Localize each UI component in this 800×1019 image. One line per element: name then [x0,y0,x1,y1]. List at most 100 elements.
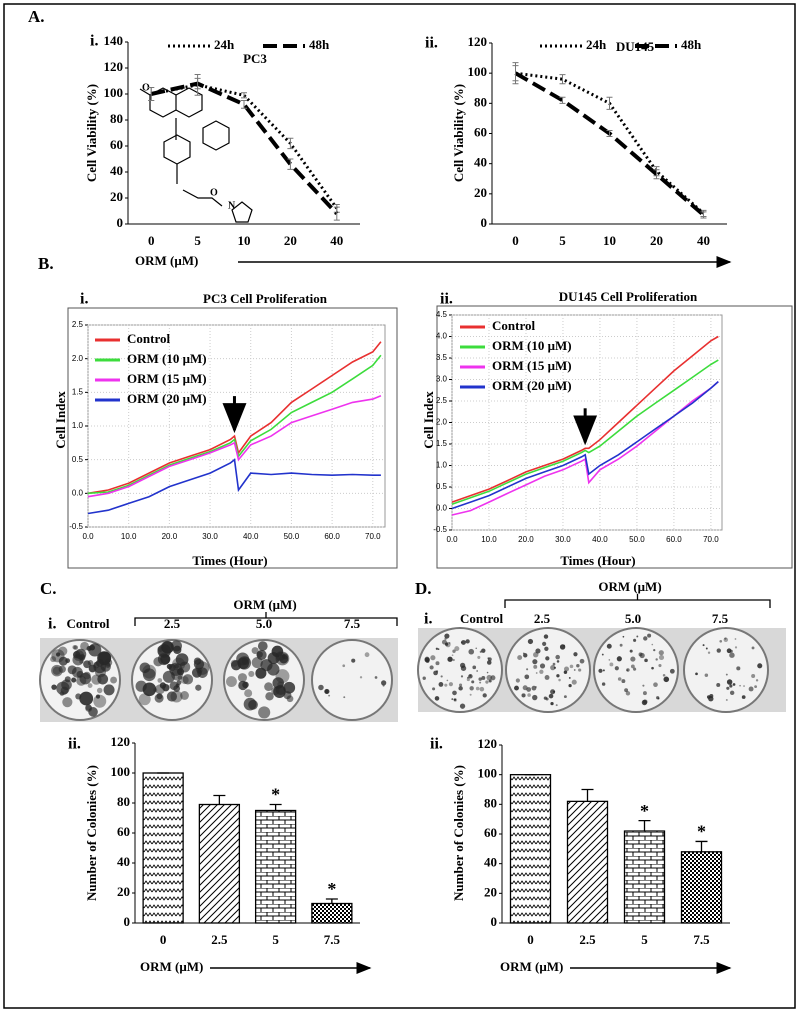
colony [486,671,489,674]
colony [51,664,63,677]
colony [532,659,538,665]
colony [73,645,79,650]
y-tick-label: 60 [110,137,123,152]
colony [729,652,735,658]
colony [543,696,548,700]
colony-panel: D. i. ORM (μM) Control 2.5 5.0 7.5 [415,579,786,713]
error-bar [241,92,247,99]
legend-label: ORM (20 μM) [127,391,207,406]
colony [255,667,267,679]
colony [444,633,450,639]
colony [725,698,728,701]
x-tick-label: 10 [238,233,251,248]
legend-label: ORM (10 μM) [127,351,207,366]
y-tick-label: 80 [117,794,130,809]
colony [174,663,180,669]
colony [67,665,77,675]
series-line [451,380,719,510]
colony [523,653,528,658]
x-tick-label: 0 [148,233,155,248]
colony [156,693,163,700]
colony [461,640,466,645]
bar [623,830,666,924]
x-tick-label: 0 [512,233,519,248]
y-tick-label: 60 [474,124,487,139]
colony [435,670,439,673]
colony [571,679,577,685]
colony [556,660,560,663]
y-tick-label: 40 [110,163,123,178]
x-axis-label: ORM (μM) [135,253,198,268]
colony [465,639,470,644]
colony [729,684,733,688]
colony [264,682,273,692]
x-tick-label: 30.0 [202,532,218,541]
x-tick-label: 70.0 [703,535,719,544]
colony [424,657,430,663]
colony [658,654,665,661]
legend-label: ORM (20 μM) [492,378,572,393]
colony [630,664,635,669]
legend-label: 48h [681,37,702,52]
x-tick-label: 10.0 [481,535,497,544]
legend-label: Control [127,331,170,346]
colony [729,690,735,696]
colony [230,659,238,667]
y-tick-label: 2.0 [436,418,448,427]
y-tick-label: 0 [117,215,124,230]
y-axis-label: Number of Colonies (%) [451,765,466,901]
colony [606,643,612,649]
colony [248,670,255,677]
atom-label: O [142,82,150,93]
atom-label: N [228,200,236,211]
colony [440,675,443,678]
y-tick-label: 20 [474,185,487,200]
colony [251,647,259,655]
x-tick-label: 10 [603,233,616,248]
colony [702,644,705,647]
colony [644,658,648,663]
colony [437,648,440,650]
colony [257,641,268,651]
colony [481,648,486,653]
colony [477,655,481,659]
colony [324,688,330,695]
error-bar [581,788,594,802]
y-tick-label: 100 [111,764,131,779]
colony [716,682,721,687]
error-bar [695,840,708,852]
colony [85,704,92,711]
x-tick-label: 5 [272,932,279,947]
error-bar [559,96,566,104]
colony [531,685,537,691]
colony [479,686,485,692]
colony [647,633,652,638]
colony [466,677,470,682]
colony [171,668,183,681]
colony [258,706,271,719]
colony [726,686,730,690]
colony [563,695,567,699]
figure-frame [3,3,796,1009]
colony [626,669,629,672]
x-axis-label: ORM (μM) [500,959,563,974]
structure-inset [139,87,253,223]
colony [226,676,237,687]
colony [175,683,180,688]
y-tick-label: 1.0 [436,461,448,470]
x-tick-label: 40.0 [243,532,259,541]
bar [509,774,552,924]
colony [444,683,448,687]
y-axis-label: Cell Index [53,391,68,449]
x-tick-label: 50.0 [629,535,645,544]
dish-label: 5.0 [256,616,272,631]
colony [490,675,496,681]
petri-dish [683,627,769,713]
colony [555,704,558,707]
atom-label: O [210,187,218,198]
colony [657,697,660,700]
legend-label: ORM (15 μM) [492,358,572,373]
colony [446,679,449,682]
colony [430,655,436,661]
